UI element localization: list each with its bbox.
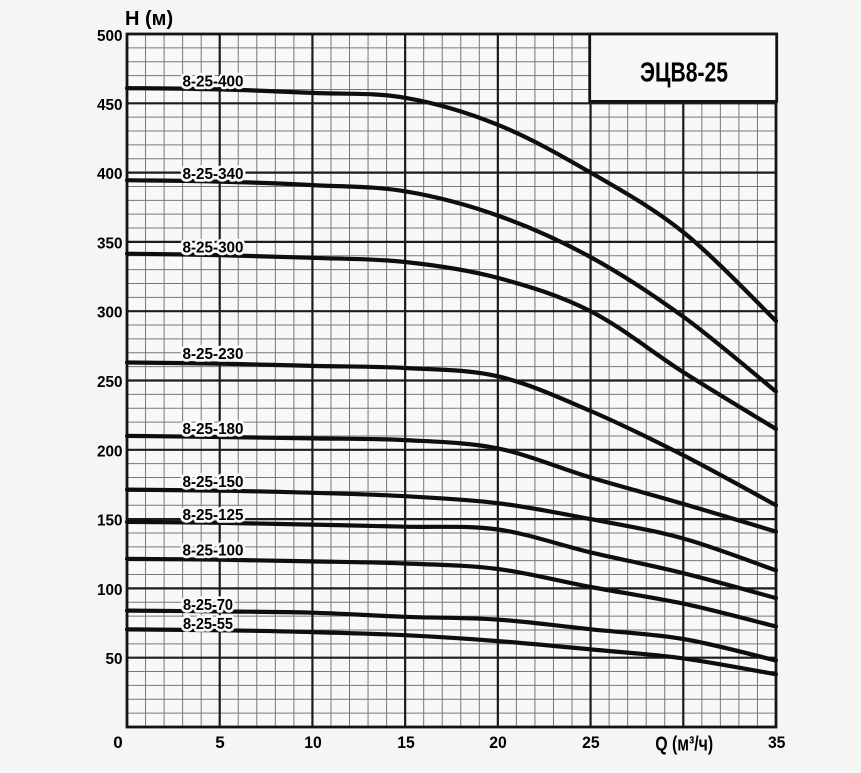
svg-text:15: 15: [397, 733, 415, 752]
svg-text:250: 250: [97, 374, 123, 391]
svg-text:500: 500: [97, 28, 123, 45]
svg-text:8-25-230: 8-25-230: [183, 346, 244, 363]
svg-text:400: 400: [97, 166, 123, 183]
svg-text:8-25-70: 8-25-70: [183, 597, 233, 614]
svg-text:35: 35: [768, 733, 786, 752]
svg-text:8-25-300: 8-25-300: [183, 240, 244, 257]
svg-text:8-25-400: 8-25-400: [183, 74, 244, 91]
svg-text:350: 350: [97, 235, 123, 252]
svg-text:Q (м³/ч): Q (м³/ч): [655, 734, 713, 756]
svg-text:8-25-55: 8-25-55: [183, 616, 233, 633]
svg-text:300: 300: [97, 305, 123, 322]
svg-text:100: 100: [97, 582, 123, 599]
svg-text:ЭЦВ8-25: ЭЦВ8-25: [640, 57, 728, 88]
svg-text:H (м): H (м): [125, 8, 173, 30]
svg-text:25: 25: [582, 733, 600, 752]
svg-text:10: 10: [304, 733, 322, 752]
svg-text:8-25-180: 8-25-180: [183, 421, 244, 438]
svg-text:150: 150: [97, 513, 123, 530]
svg-text:50: 50: [106, 651, 123, 668]
svg-text:8-25-340: 8-25-340: [183, 166, 244, 183]
svg-text:8-25-100: 8-25-100: [183, 543, 244, 560]
svg-text:8-25-150: 8-25-150: [183, 474, 244, 491]
svg-text:450: 450: [97, 97, 123, 114]
svg-text:0: 0: [113, 733, 122, 752]
svg-text:5: 5: [215, 733, 224, 752]
svg-text:8-25-125: 8-25-125: [183, 507, 244, 524]
svg-text:200: 200: [97, 443, 123, 460]
svg-text:20: 20: [489, 733, 507, 752]
